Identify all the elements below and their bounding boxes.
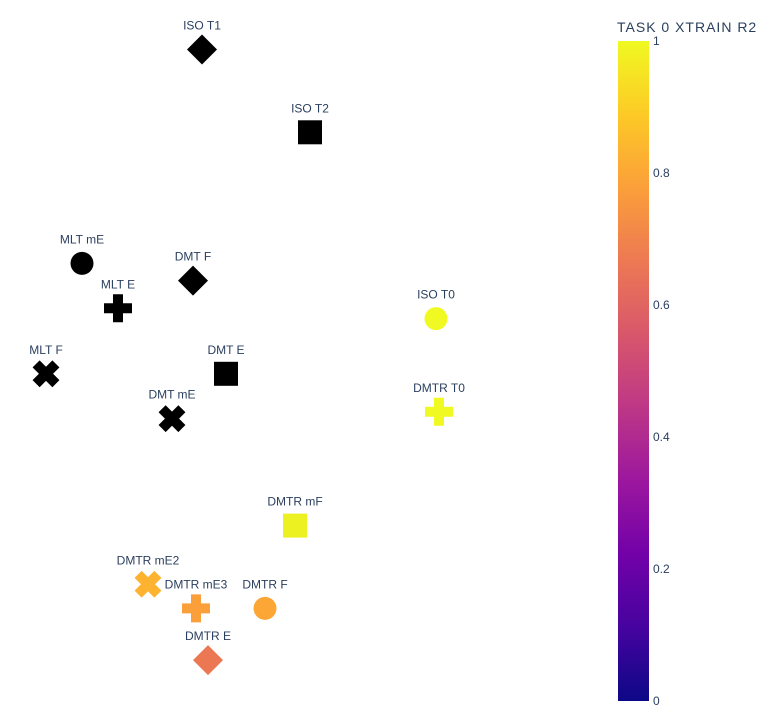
marker-dmtr-me2[interactable] bbox=[134, 570, 162, 598]
marker-dmtr-t0[interactable] bbox=[425, 397, 453, 426]
marker-dmt-e[interactable] bbox=[214, 361, 238, 386]
point-label: DMTR mF bbox=[267, 495, 322, 509]
point-label: DMTR mE2 bbox=[117, 553, 180, 567]
marker-dmt-me[interactable] bbox=[158, 405, 186, 433]
point-label: ISO T1 bbox=[183, 19, 221, 33]
marker-dmtr-f[interactable] bbox=[253, 596, 277, 620]
point-label: MLT mE bbox=[60, 232, 104, 246]
colorbar-tick-label: 0.4 bbox=[653, 430, 670, 444]
marker-mlt-me[interactable] bbox=[70, 251, 94, 275]
marker-dmtr-mf[interactable] bbox=[283, 513, 307, 538]
marker-iso-t2[interactable] bbox=[298, 120, 322, 145]
marker-dmtr-e[interactable] bbox=[193, 645, 223, 676]
data-points: ISO T1 ISO T2 MLT mE DMT F MLT E ISO T0 MLT F D… bbox=[29, 19, 465, 676]
colorbar-gradient bbox=[618, 41, 649, 701]
colorbar-title: TASK 0 XTRAIN R2 bbox=[617, 19, 757, 35]
point-label: MLT E bbox=[101, 277, 135, 291]
point-label: ISO T2 bbox=[291, 101, 329, 115]
marker-dmtr-me3[interactable] bbox=[182, 594, 210, 623]
colorbar-tick-label: 0 bbox=[653, 694, 660, 708]
colorbar-tick-label: 0.6 bbox=[653, 298, 670, 312]
marker-mlt-f[interactable] bbox=[32, 360, 60, 388]
point-label: DMT F bbox=[175, 250, 211, 264]
point-label: DMTR E bbox=[185, 629, 231, 643]
colorbar-tick-label: 0.8 bbox=[653, 166, 670, 180]
colorbar: TASK 0 XTRAIN R2 0 0.2 0.4 0.6 0.8 1 bbox=[617, 19, 757, 708]
point-label: MLT F bbox=[29, 343, 63, 357]
point-label: DMT E bbox=[207, 343, 244, 357]
point-label: ISO T0 bbox=[417, 288, 455, 302]
marker-iso-t1[interactable] bbox=[187, 34, 217, 65]
point-label: DMT mE bbox=[148, 388, 195, 402]
point-label: DMTR T0 bbox=[413, 381, 465, 395]
colorbar-tick-label: 1 bbox=[653, 34, 660, 48]
colorbar-tick-label: 0.2 bbox=[653, 562, 670, 576]
marker-iso-t0[interactable] bbox=[424, 307, 448, 331]
marker-mlt-e[interactable] bbox=[104, 294, 132, 323]
point-label: DMTR mE3 bbox=[165, 577, 228, 591]
marker-dmt-f[interactable] bbox=[178, 265, 208, 296]
point-label: DMTR F bbox=[242, 577, 287, 591]
